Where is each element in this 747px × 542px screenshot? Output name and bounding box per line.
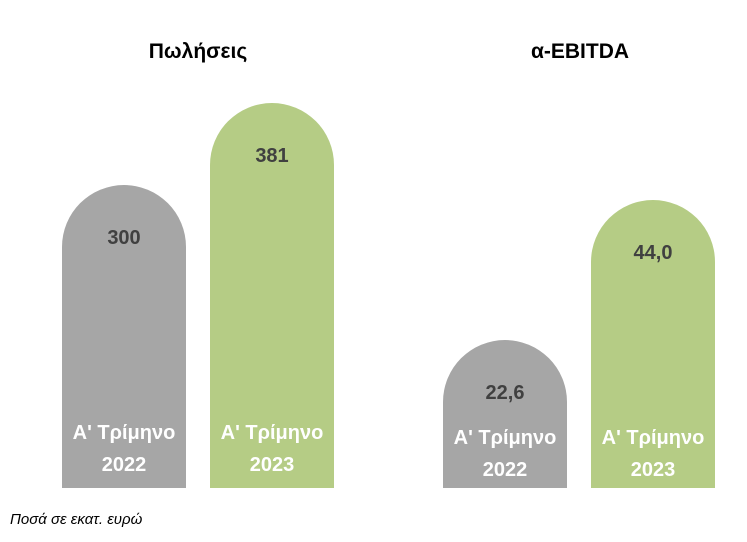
value-label: 22,6 bbox=[485, 382, 525, 405]
category-label: Α' Τρίμηνο 2022 bbox=[72, 422, 176, 476]
chart-title: α-EBITDA bbox=[530, 40, 630, 63]
bar bbox=[210, 103, 334, 488]
value-label: 300 bbox=[107, 226, 141, 249]
chart-title: Πωλήσεις bbox=[148, 40, 248, 63]
category-label: Α' Τρίμηνο 2023 bbox=[601, 427, 705, 481]
value-label: 44,0 bbox=[633, 242, 673, 264]
bar bbox=[591, 200, 715, 488]
bar bbox=[443, 340, 567, 488]
value-label: 381 bbox=[255, 145, 289, 167]
category-label: Α' Τρίμηνο 2022 bbox=[453, 427, 557, 481]
footnote: Ποσά σε εκατ. ευρώ bbox=[10, 511, 143, 528]
category-label: Α' Τρίμηνο 2023 bbox=[220, 422, 324, 476]
bar bbox=[62, 184, 186, 488]
